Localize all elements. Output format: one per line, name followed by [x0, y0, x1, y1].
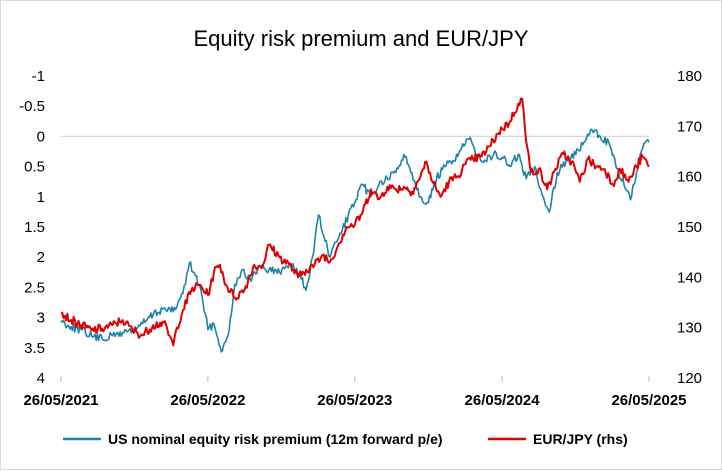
right-tick-label: 120	[677, 370, 702, 387]
x-tick-label: 26/05/2021	[23, 392, 98, 409]
x-tick-label: 26/05/2023	[317, 392, 392, 409]
legend-label: US nominal equity risk premium (12m forw…	[108, 431, 443, 447]
series-line-eur-jpy	[60, 97, 650, 347]
left-axis: -1 -0.5 0 0.5 1 1.5 2 2.5 3 3.5 4	[19, 68, 45, 387]
right-tick-label: 170	[677, 118, 702, 135]
left-tick-label: 0	[37, 128, 45, 145]
right-tick-label: 180	[677, 68, 702, 85]
x-tick-label: 26/05/2024	[465, 392, 541, 409]
legend-label: EUR/JPY (rhs)	[533, 431, 628, 447]
chart-title: Equity risk premium and EUR/JPY	[194, 26, 529, 51]
series-lines	[60, 97, 650, 353]
left-tick-label: 2.5	[24, 279, 45, 296]
left-tick-label: -1	[32, 68, 45, 85]
left-tick-label: -0.5	[19, 98, 45, 115]
right-tick-label: 150	[677, 219, 702, 236]
x-tick-label: 26/05/2022	[170, 392, 245, 409]
left-tick-label: 1.5	[24, 219, 45, 236]
left-tick-label: 4	[37, 370, 45, 387]
left-tick-label: 3.5	[24, 340, 45, 357]
left-tick-label: 0.5	[24, 159, 45, 176]
series-line-equity-risk-premium	[60, 128, 650, 353]
x-tick-label: 26/05/2025	[611, 392, 686, 409]
legend: US nominal equity risk premium (12m forw…	[63, 431, 628, 447]
left-tick-label: 2	[37, 249, 45, 266]
left-tick-label: 3	[37, 310, 45, 327]
x-axis: 26/05/2021 26/05/2022 26/05/2023 26/05/2024…	[23, 376, 687, 409]
right-tick-label: 160	[677, 169, 702, 186]
right-tick-label: 140	[677, 269, 702, 286]
left-tick-label: 1	[37, 189, 45, 206]
right-axis: 180 170 160 150 140 130 120	[677, 68, 702, 387]
right-tick-label: 130	[677, 320, 702, 337]
